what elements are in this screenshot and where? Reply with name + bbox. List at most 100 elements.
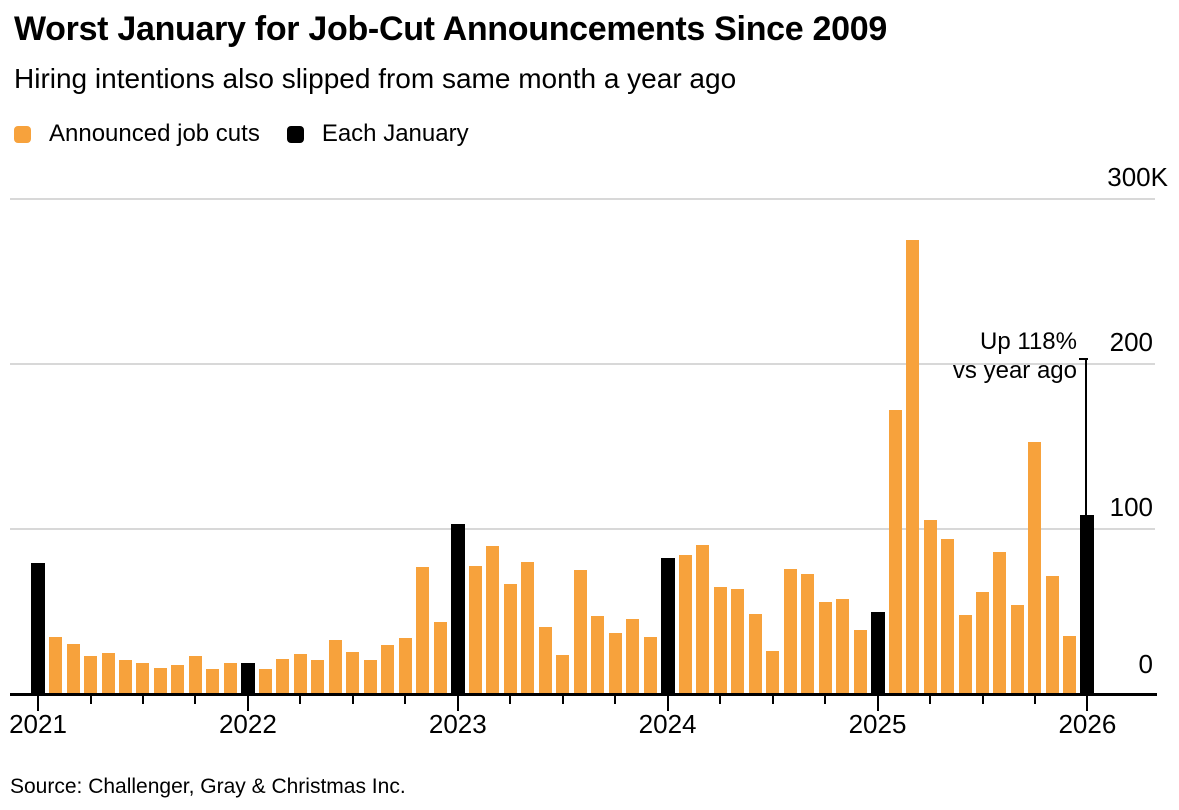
bar-2026-01	[1080, 514, 1095, 696]
bar-2025-09	[1010, 604, 1024, 696]
bar-2023-03	[486, 546, 500, 696]
x-minor-tick	[141, 696, 144, 704]
bar-2025-04	[923, 520, 937, 696]
chart-subtitle: Hiring intentions also slipped from same…	[14, 63, 737, 94]
bar-2023-02	[468, 565, 482, 696]
x-minor-tick	[981, 696, 984, 704]
bar-2024-08	[783, 568, 797, 696]
bar-2024-09	[801, 574, 815, 696]
bar-2022-08	[363, 660, 377, 696]
y-axis-label-300: 300K	[1107, 162, 1168, 193]
bar-2023-08	[573, 570, 587, 696]
x-axis-label-2026: 2026	[1058, 709, 1117, 739]
x-minor-tick	[404, 696, 407, 704]
bar-2022-06	[328, 640, 342, 696]
bar-2021-07	[136, 662, 150, 696]
annotation-connector-vertical	[1085, 358, 1087, 516]
x-major-tick	[37, 696, 39, 711]
bar-2025-02	[888, 410, 902, 696]
bar-2021-02	[49, 637, 62, 696]
x-axis-label-2025: 2025	[848, 709, 907, 739]
bar-2024-07	[766, 651, 780, 696]
chart-title: Worst January for Job-Cut Announcements …	[14, 10, 887, 48]
bar-2021-10	[188, 656, 202, 696]
bar-2021-01	[31, 562, 45, 696]
bar-2025-06	[958, 614, 972, 696]
x-minor-tick	[509, 696, 512, 704]
bar-2025-11	[1045, 576, 1059, 696]
bar-2022-05	[311, 659, 325, 696]
bar-2022-04	[293, 653, 307, 696]
legend-swatch-orange-icon	[14, 125, 31, 143]
legend-label-announced-job-cuts: Announced job cuts	[49, 120, 260, 147]
bar-2025-03	[906, 240, 919, 696]
x-minor-tick	[561, 696, 564, 704]
x-minor-tick	[299, 696, 302, 704]
bar-2023-01	[450, 524, 465, 696]
y-axis-label-100: 100	[1109, 492, 1153, 523]
bar-2024-11	[836, 598, 849, 696]
bar-2021-05	[101, 653, 115, 696]
legend-swatch-black-icon	[286, 125, 304, 143]
legend-item-each-january: Each January	[286, 120, 469, 148]
gridline-100	[10, 528, 1155, 531]
gridline-300	[10, 198, 1155, 201]
bar-2023-04	[503, 583, 517, 696]
bar-2022-03	[276, 658, 290, 696]
bar-2022-12	[433, 621, 447, 696]
bar-2021-03	[66, 643, 80, 696]
bar-2024-02	[678, 554, 692, 696]
bar-2022-11	[416, 567, 430, 696]
bar-2023-11	[626, 619, 640, 696]
bar-2022-01	[240, 662, 255, 696]
x-major-tick	[246, 696, 249, 711]
bar-2023-10	[608, 633, 622, 696]
annotation-up-118-pct: Up 118% vs year ago	[953, 327, 1077, 385]
x-minor-tick	[351, 696, 354, 704]
annotation-line-1: Up 118%	[980, 328, 1077, 355]
bar-2023-12	[643, 636, 657, 696]
annotation-line-2: vs year ago	[952, 357, 1077, 384]
bar-2021-12	[223, 662, 237, 696]
x-minor-tick	[771, 696, 774, 704]
bar-2021-09	[171, 664, 185, 696]
bar-2023-07	[556, 654, 570, 696]
x-axis-line	[10, 693, 1157, 696]
bar-2021-04	[84, 656, 97, 696]
x-axis-label-2024: 2024	[638, 709, 697, 739]
bar-2024-04	[713, 587, 727, 696]
y-axis-label-200: 200	[1109, 327, 1153, 358]
x-minor-tick	[719, 696, 722, 704]
legend-label-each-january: Each January	[321, 120, 469, 147]
bar-2021-06	[118, 660, 132, 696]
bar-2021-08	[153, 668, 167, 696]
bar-2024-10	[818, 602, 832, 696]
bar-2024-05	[731, 588, 745, 696]
x-minor-tick	[929, 696, 931, 704]
x-axis-label-2023: 2023	[428, 709, 487, 739]
bar-2025-05	[941, 539, 954, 696]
bar-2023-09	[591, 615, 605, 696]
bar-2025-10	[1028, 441, 1042, 696]
bar-2024-06	[748, 613, 762, 696]
bar-2023-05	[521, 561, 535, 696]
bar-2024-12	[853, 630, 867, 696]
x-major-tick	[666, 696, 669, 711]
x-minor-tick	[194, 696, 197, 704]
bar-2025-07	[976, 591, 989, 696]
bar-2025-08	[993, 552, 1007, 696]
bar-2022-09	[381, 644, 395, 696]
legend-item-announced-job-cuts: Announced job cuts	[14, 120, 260, 148]
x-minor-tick	[824, 696, 826, 704]
x-major-tick	[876, 696, 879, 711]
x-major-tick	[456, 696, 459, 711]
bar-2022-07	[346, 651, 360, 696]
bar-2022-02	[258, 668, 272, 696]
x-axis-label-2022: 2022	[218, 709, 277, 739]
y-axis-label-0: 0	[1138, 649, 1153, 679]
x-minor-tick	[614, 696, 617, 704]
bar-2025-01	[870, 611, 885, 696]
x-major-tick	[1086, 696, 1089, 711]
